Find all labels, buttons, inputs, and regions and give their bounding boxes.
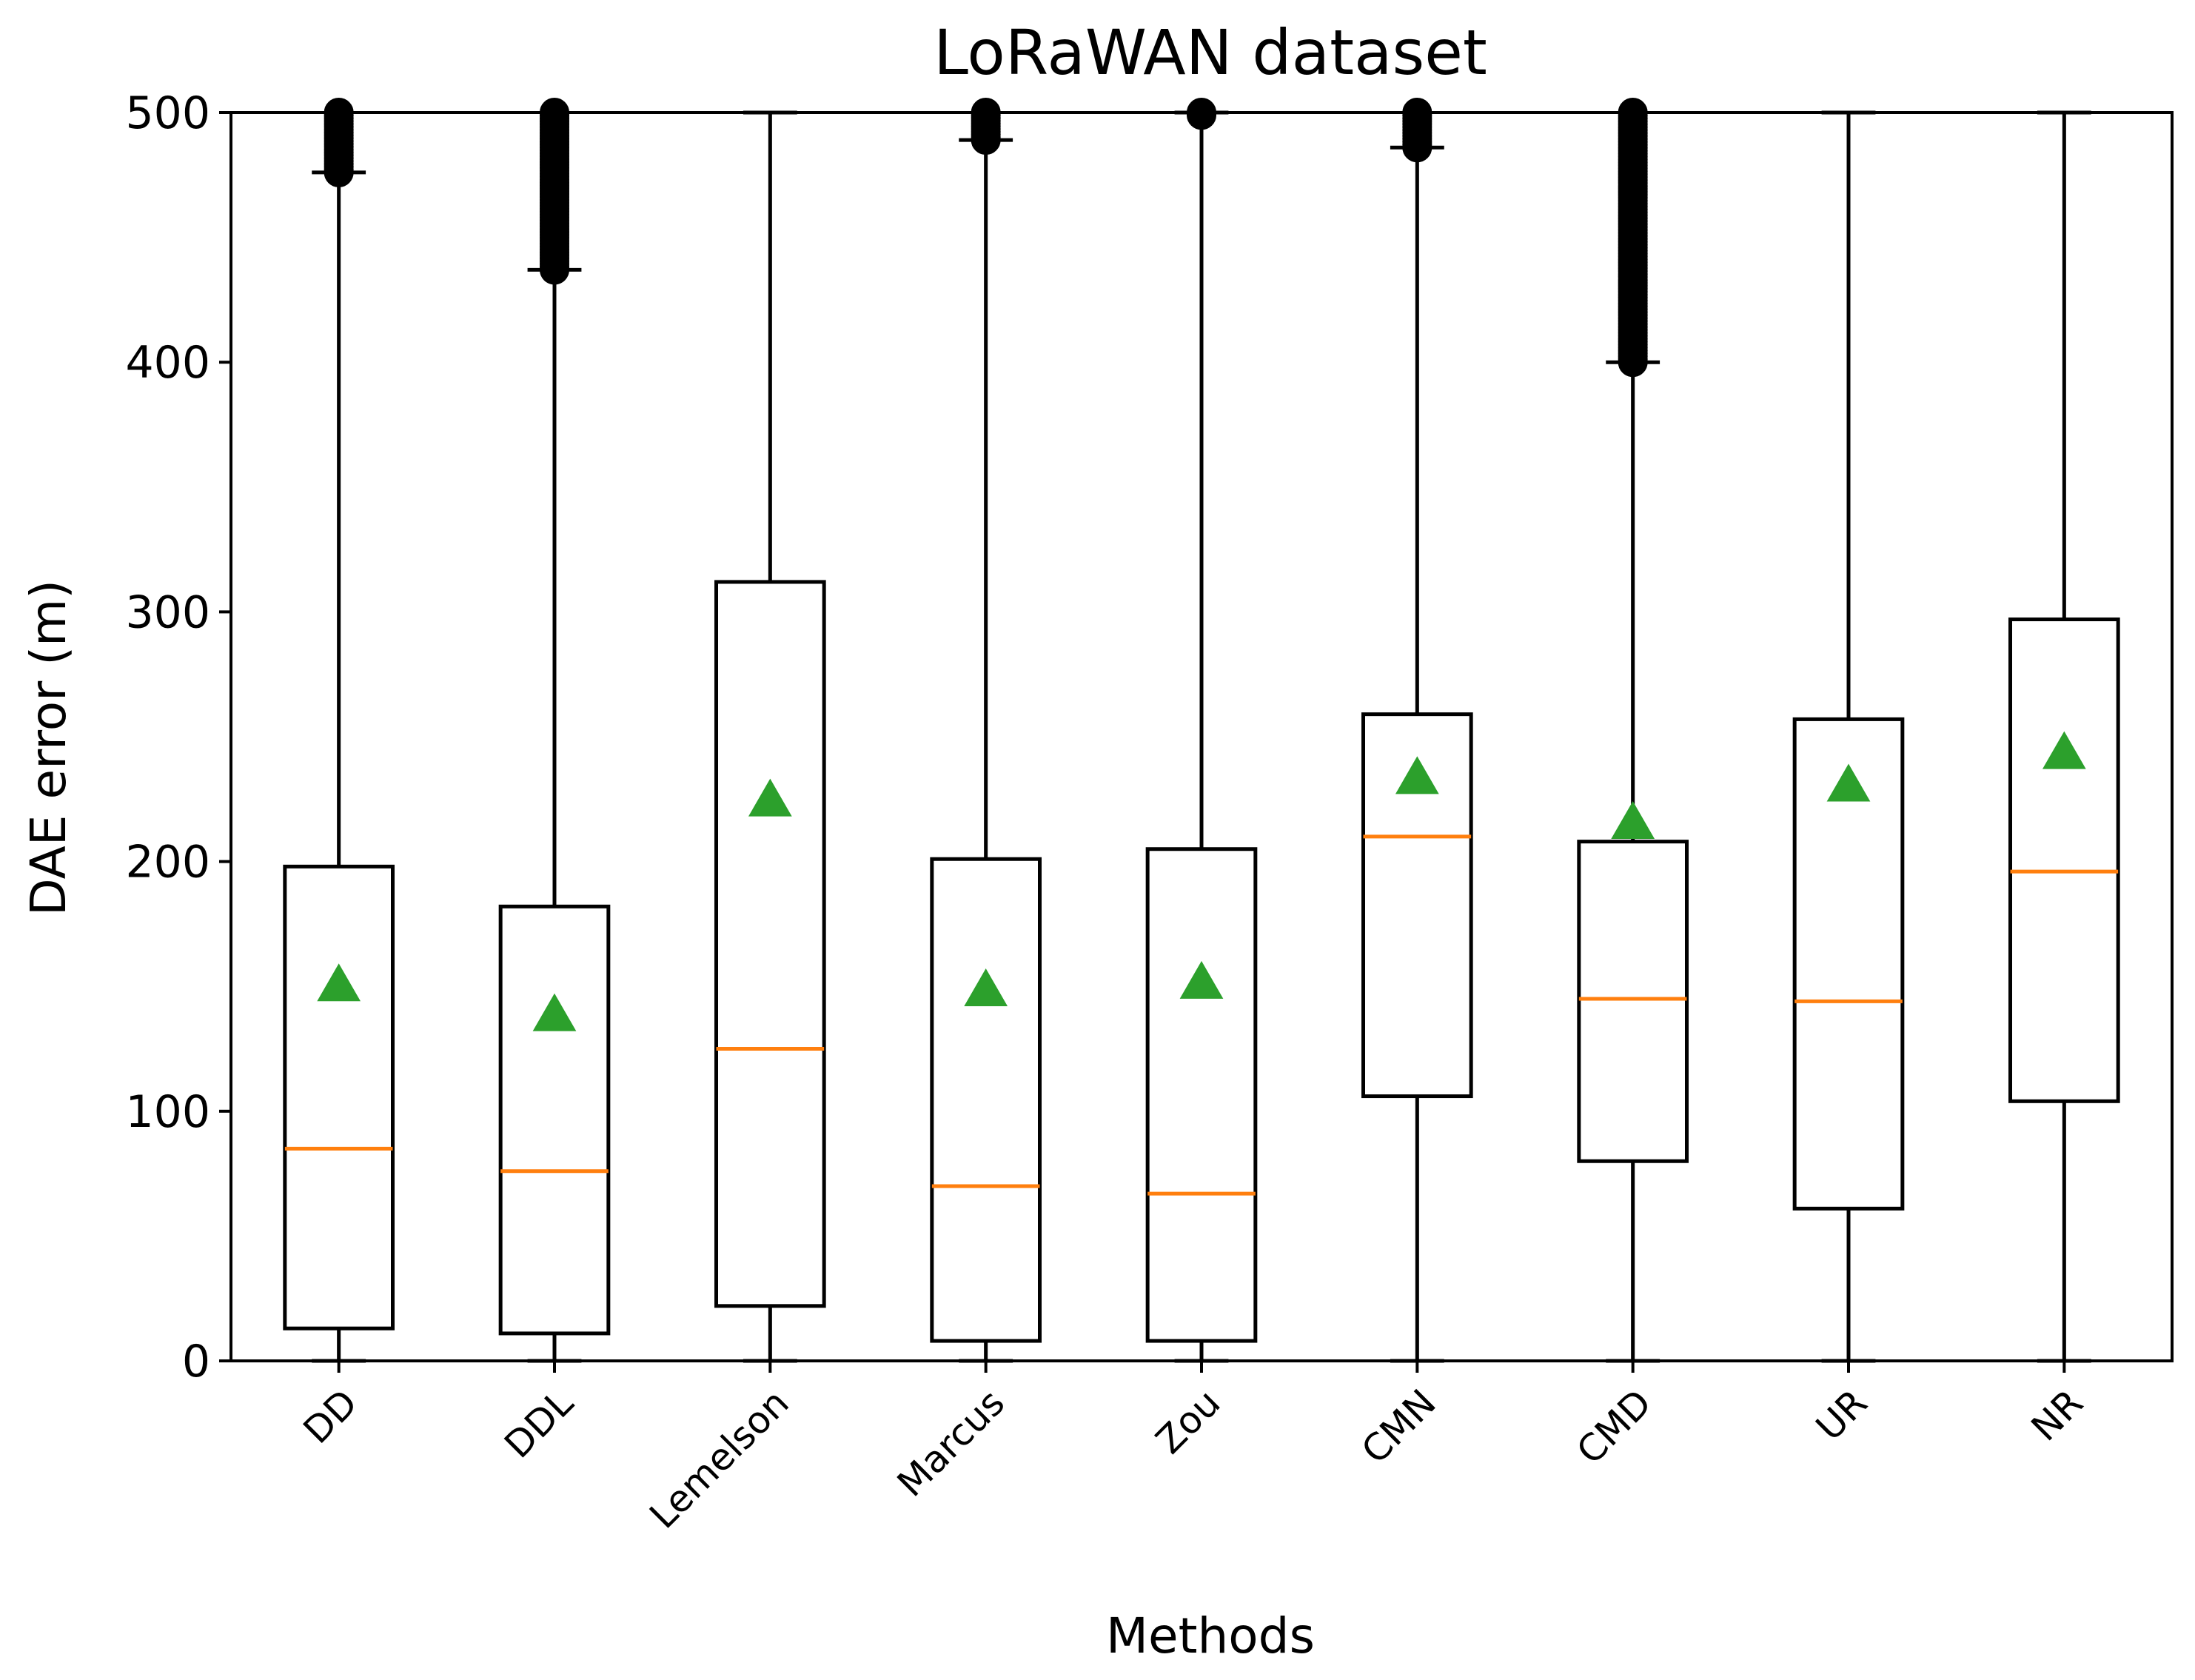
- box-group-ddl: DDL: [496, 98, 611, 1467]
- mean-marker: [2042, 731, 2086, 769]
- box-group-marcus: Marcus: [889, 98, 1042, 1505]
- mean-marker: [1826, 763, 1871, 802]
- x-tick-label-nr: NR: [2023, 1381, 2091, 1449]
- iqr-box: [1792, 717, 1905, 1211]
- x-tick-label-cmn: CMN: [1353, 1381, 1444, 1472]
- outlier-group: [1187, 98, 1216, 130]
- box-group-zou: Zou: [1145, 98, 1258, 1462]
- box-group-ur: UR: [1792, 110, 1905, 1449]
- outlier-group: [1618, 98, 1648, 378]
- x-tick-label-zou: Zou: [1147, 1381, 1228, 1462]
- box-group-dd: DD: [283, 98, 395, 1452]
- x-tick-label-marcus: Marcus: [889, 1381, 1013, 1505]
- box-group-cmd: CMD: [1569, 98, 1689, 1473]
- outlier-group: [1402, 98, 1432, 163]
- outlier-group: [540, 98, 569, 285]
- y-axis-label: DAE error (m): [20, 580, 77, 916]
- box-group-lemelson: Lemelson: [641, 110, 826, 1537]
- iqr-box: [283, 864, 395, 1331]
- outlier-group: [971, 98, 1001, 155]
- iqr-box: [714, 580, 826, 1308]
- y-tick-label: 100: [125, 1086, 210, 1138]
- iqr-box: [930, 857, 1042, 1343]
- iqr-box: [498, 904, 611, 1336]
- mean-marker: [317, 963, 361, 1002]
- iqr-box: [1145, 847, 1258, 1343]
- y-tick-label: 400: [125, 337, 210, 389]
- y-tick-label: 500: [125, 87, 210, 139]
- y-axis-ticks: 0 100 200 300 400 500: [125, 87, 231, 1388]
- mean-marker: [964, 968, 1008, 1006]
- iqr-box: [1577, 840, 1689, 1163]
- mean-marker: [748, 778, 792, 817]
- x-tick-label-cmd: CMD: [1569, 1381, 1660, 1472]
- y-tick-label: 0: [182, 1336, 210, 1388]
- x-tick-label-ddl: DDL: [496, 1381, 581, 1466]
- plot-area: DD DDL Lemelson Marcus Zou CMN CMD UR NR 0 100 200 3…: [125, 87, 2174, 1537]
- x-axis-label: Methods: [1106, 1607, 1315, 1664]
- box-group-cmn: CMN: [1353, 98, 1473, 1472]
- x-tick-label-lemelson: Lemelson: [641, 1381, 797, 1536]
- iqr-box: [1361, 712, 1473, 1099]
- plot-frame: [229, 111, 2174, 1362]
- mean-marker: [1395, 756, 1439, 794]
- x-tick-label-ur: UR: [1808, 1381, 1875, 1448]
- y-tick-label: 200: [125, 837, 210, 888]
- y-tick-label: 300: [125, 586, 210, 638]
- outlier-group: [324, 98, 354, 187]
- chart-title: LoRaWAN dataset: [934, 16, 1487, 89]
- mean-marker: [532, 993, 577, 1031]
- box-group-nr: NR: [2008, 110, 2120, 1450]
- x-tick-label-dd: DD: [295, 1381, 366, 1451]
- mean-marker: [1611, 801, 1655, 840]
- mean-marker: [1179, 960, 1224, 999]
- iqr-box: [2008, 618, 2120, 1103]
